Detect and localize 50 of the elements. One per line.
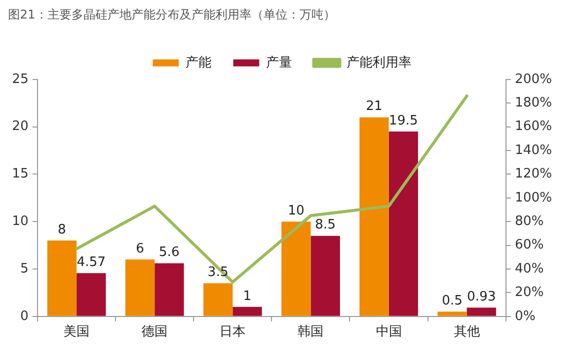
y2-tick-label: 180% [514, 95, 552, 110]
data-label: 8.5 [315, 218, 336, 233]
bar [388, 132, 418, 316]
data-label: 0.93 [466, 289, 496, 304]
y2-tick-label: 140% [514, 142, 552, 158]
legend-label: 产能 [185, 55, 212, 70]
data-label: 5.6 [158, 245, 180, 260]
y-tick-label: 15 [12, 166, 29, 182]
x-tick-label: 中国 [376, 324, 402, 340]
legend-label: 产量 [266, 55, 292, 70]
y-tick-label: 10 [12, 214, 29, 229]
y2-tick-label: 200% [514, 72, 552, 87]
bar [47, 240, 77, 316]
data-label: 4.57 [76, 254, 106, 270]
y2-tick-label: 0% [514, 308, 536, 324]
bar [76, 273, 106, 316]
y2-tick-label: 60% [514, 238, 544, 253]
y2-tick-label: 40% [514, 261, 544, 276]
y2-tick-label: 160% [514, 119, 552, 134]
bar [232, 306, 262, 316]
y2-tick-label: 100% [514, 190, 552, 206]
y-tick-label: 20 [12, 119, 29, 134]
y-tick-label: 0 [20, 308, 29, 324]
x-tick-label: 美国 [64, 324, 90, 340]
x-tick-label: 其他 [454, 324, 480, 340]
bar [438, 312, 467, 316]
y2-tick-label: 20% [514, 285, 544, 300]
legend-label: 产能利用率 [346, 54, 412, 70]
y2-tick-label: 80% [514, 214, 544, 229]
y2-tick-label: 120% [514, 166, 552, 182]
data-label: 21 [366, 99, 382, 114]
data-label: 8 [58, 222, 66, 238]
data-label: 1 [243, 288, 252, 304]
bar [359, 117, 389, 316]
x-tick-label: 日本 [220, 324, 246, 340]
data-label: 10 [288, 203, 304, 218]
chart-title: 图21：主要多晶硅产地产能分布及产能利用率（单位：万吨） [8, 7, 336, 22]
data-label: 19.5 [388, 113, 418, 128]
bar [154, 263, 184, 316]
y-tick-label: 5 [20, 261, 29, 276]
y-tick-label: 25 [12, 72, 29, 87]
bar [281, 222, 311, 316]
x-tick-label: 德国 [142, 324, 168, 340]
data-label: 6 [136, 241, 144, 256]
bar [125, 260, 155, 316]
bar [203, 283, 233, 316]
bar [466, 308, 496, 316]
data-label: 0.5 [442, 294, 463, 309]
x-tick-label: 韩国 [298, 324, 324, 340]
bar [310, 236, 340, 316]
